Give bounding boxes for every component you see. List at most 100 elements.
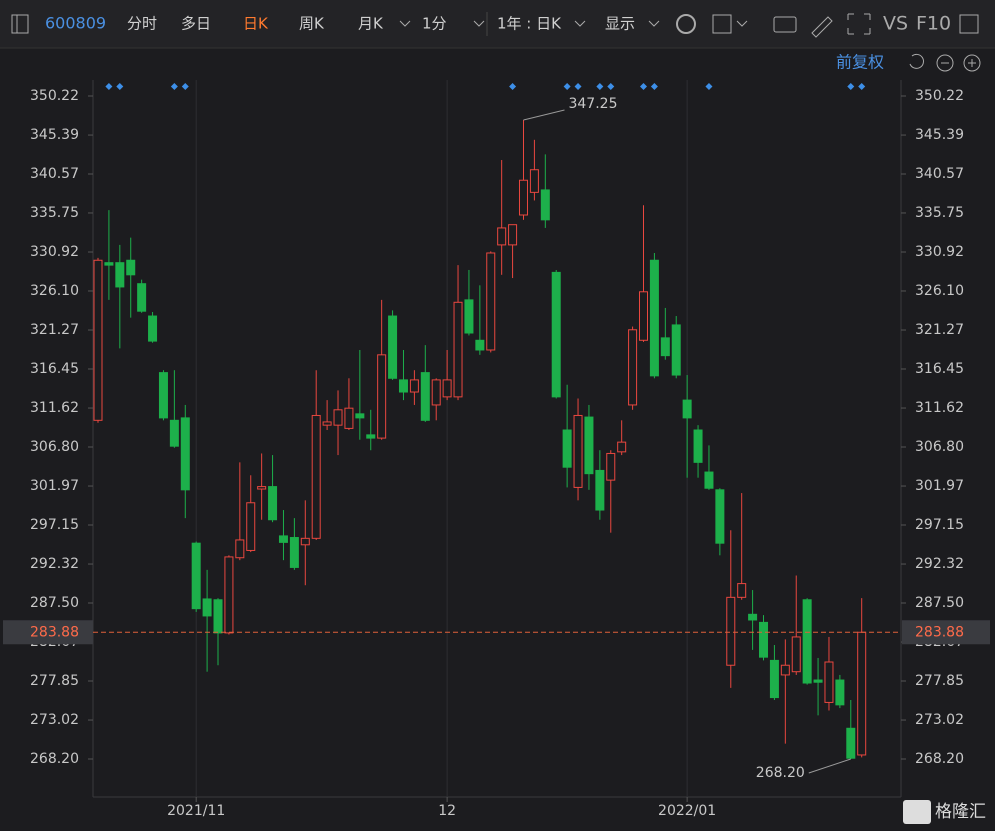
adjust-mode[interactable]: 前复权 [836,53,884,72]
y-tick-label-right: 350.22 [915,88,964,104]
candle-body [639,291,648,341]
x-tick-label: 2021/11 [167,803,225,819]
y-tick-label: 301.97 [30,478,79,494]
candle-body [442,379,452,398]
event-marker [116,83,124,90]
y-tick-label: 287.50 [30,595,79,611]
candle-body [344,407,354,429]
candle-body [213,599,223,634]
y-tick-label: 297.15 [30,517,79,533]
tab[interactable]: 1分 [422,15,447,33]
candle-body [191,542,201,610]
candle-body [126,259,136,276]
event-marker [105,83,113,90]
zoom-out[interactable] [936,54,954,72]
candle-body [802,599,812,684]
candle-body [224,556,234,634]
candle-body [595,469,605,511]
zoom-in[interactable] [963,54,981,72]
candle-body [704,471,714,489]
candle-body [846,727,856,759]
settings-icon[interactable] [676,14,696,34]
candle-body [791,636,801,673]
camera-icon[interactable] [773,16,797,33]
y-tick-label-right: 277.85 [915,673,964,689]
tab[interactable]: 周K [299,15,325,33]
annotation-label: 347.25 [568,96,617,112]
event-marker [858,83,866,90]
candle-body [235,539,245,559]
candle-body [137,283,147,312]
y-tick-label: 311.62 [30,400,79,416]
y-tick-label: 330.92 [30,244,79,260]
candle-body [606,452,616,481]
y-tick-label-right: 311.62 [915,400,964,416]
tab-active[interactable]: 日K [243,15,269,33]
chevron [473,20,485,27]
candle-body [551,271,561,398]
candle-body [693,429,703,463]
candle-body [464,299,474,334]
y-tick-label: 345.39 [30,127,79,143]
candle-body [617,441,627,453]
candle-body [453,301,463,398]
candle-body [813,679,823,683]
candle-body [518,179,528,216]
candle-body [268,486,278,521]
candle-body [289,537,299,568]
y-tick-label: 316.45 [30,361,79,377]
y-tick-label-right: 330.92 [915,244,964,260]
last-price-label-right: 283.88 [915,624,964,640]
chevron [736,20,748,27]
range-select[interactable]: 1年 : 日K [497,15,562,33]
color-icon[interactable] [712,14,732,34]
candle-body [748,613,758,621]
panel-icon[interactable] [959,14,979,34]
f10-button[interactable]: F10 [916,13,951,35]
tab[interactable]: 月K [358,15,384,33]
candle-body [737,583,747,598]
sidebar-icon[interactable] [11,14,29,34]
candle-body [508,224,518,246]
candle-body [333,409,343,426]
candle-body [529,169,539,193]
event-marker [607,83,615,90]
y-tick-label-right: 326.10 [915,283,964,299]
candle-body [158,372,168,419]
y-tick-label-right: 306.80 [915,439,964,455]
candle-body [398,379,408,393]
chevron [399,20,411,27]
draw-icon[interactable] [811,16,833,38]
candle-body [388,315,398,379]
candle-body [715,489,725,544]
tab[interactable]: 分时 [127,15,157,33]
x-tick-label: 2022/01 [658,803,716,819]
annotation-leader [523,109,565,121]
candle-body [148,315,158,342]
candle-body [682,399,692,419]
stock-code[interactable]: 600809 [45,14,106,33]
watermark: 格隆汇 [935,802,986,822]
event-marker [170,83,178,90]
zoom-in-plus [968,59,976,67]
candle-body [180,417,190,491]
event-marker [574,83,582,90]
candle-body [540,189,550,221]
y-tick-label-right: 297.15 [915,517,964,533]
candle-body [780,664,790,676]
event-marker [509,83,517,90]
watermark-logo [903,800,931,824]
vs-button[interactable]: VS [883,13,908,35]
candle-body [420,372,430,421]
tab[interactable]: 多日 [181,15,211,33]
fullscreen-icon[interactable] [847,13,871,35]
candle-body [431,379,441,406]
y-tick-label: 268.20 [30,751,79,767]
candle-body [104,262,114,266]
candle-body [475,339,485,351]
candle-body [628,329,638,406]
reset-icon[interactable] [909,53,924,69]
annotation-leader [808,758,851,774]
annotation-label: 268.20 [756,765,805,781]
display-menu[interactable]: 显示 [605,15,635,33]
